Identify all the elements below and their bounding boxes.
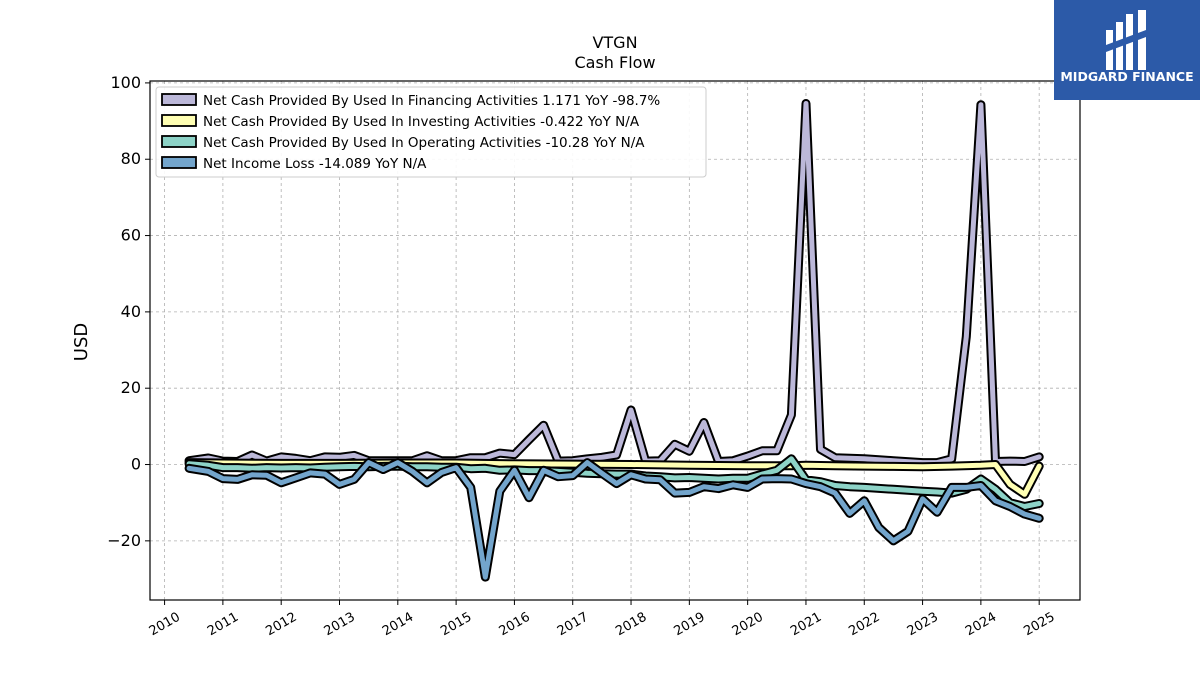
plot-frame xyxy=(149,80,1081,601)
x-tick-label: 2018 xyxy=(613,610,649,640)
legend-entry: Net Cash Provided By Used In Financing A… xyxy=(203,93,660,109)
brand-name: MIDGARD FINANCE xyxy=(1060,69,1194,84)
x-axis-ticks: 2010 2011 2012 2013 2014 2015 2016 2017 2018 2019… xyxy=(147,600,1058,639)
legend-box xyxy=(155,86,707,178)
y-tick-label: 80 xyxy=(121,149,141,168)
x-tick-label: 2024 xyxy=(963,610,999,640)
x-tick-label: 2014 xyxy=(380,610,416,640)
chart-title: VTGN xyxy=(592,33,637,52)
x-tick-label: 2011 xyxy=(205,610,241,640)
x-tick-label: 2021 xyxy=(788,610,824,640)
legend-swatch xyxy=(161,93,197,106)
legend: Net Cash Provided By Used In Financing A… xyxy=(155,86,707,178)
y-tick-label: 100 xyxy=(110,73,141,92)
series-layer xyxy=(184,99,1044,582)
y-axis-label: USD xyxy=(71,323,92,361)
x-tick-label: 2015 xyxy=(438,610,474,640)
legend-entry: Net Income Loss -14.089 YoY N/A xyxy=(203,156,427,172)
y-tick-label: 40 xyxy=(121,302,141,321)
y-tick-label: −20 xyxy=(107,531,141,550)
chart-subtitle: Cash Flow xyxy=(574,53,655,72)
legend-swatch xyxy=(161,156,197,169)
x-tick-label: 2025 xyxy=(1021,610,1057,640)
x-tick-label: 2017 xyxy=(555,610,591,640)
x-tick-label: 2012 xyxy=(263,610,299,640)
x-tick-label: 2023 xyxy=(905,610,941,640)
legend-entry: Net Cash Provided By Used In Operating A… xyxy=(203,135,645,151)
x-tick-label: 2020 xyxy=(730,610,766,640)
brand-logo: MIDGARD FINANCE xyxy=(1054,0,1200,100)
y-tick-label: 0 xyxy=(131,455,141,474)
midgard-logo-icon xyxy=(1106,10,1146,70)
legend-entry: Net Cash Provided By Used In Investing A… xyxy=(203,114,640,130)
x-tick-label: 2022 xyxy=(846,610,882,640)
y-tick-label: 20 xyxy=(121,378,141,397)
legend-swatch xyxy=(161,114,197,127)
x-tick-label: 2016 xyxy=(497,610,533,640)
series-line-1 xyxy=(186,101,1042,466)
y-axis-ticks: −20 0 20 40 60 80 100 xyxy=(107,73,150,550)
x-tick-label: 2019 xyxy=(672,610,708,640)
x-tick-label: 2013 xyxy=(322,610,358,640)
x-tick-label: 2010 xyxy=(147,610,183,640)
series-line-4 xyxy=(186,460,1042,580)
legend-swatch xyxy=(161,135,197,148)
y-tick-label: 60 xyxy=(121,226,141,245)
